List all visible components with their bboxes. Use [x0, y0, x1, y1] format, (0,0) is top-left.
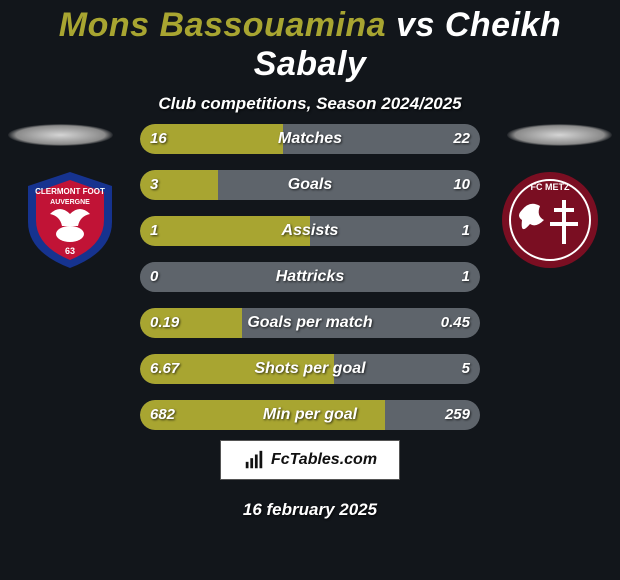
stat-label: Assists — [140, 216, 480, 246]
stat-value-right: 5 — [462, 354, 470, 384]
page-title: Mons Bassouamina vs Cheikh Sabaly — [0, 0, 620, 84]
stat-value-left: 6.67 — [150, 354, 179, 384]
stat-row: Matches16 22 — [140, 124, 480, 154]
stat-label: Shots per goal — [140, 354, 480, 384]
brand-logo[interactable]: FcTables.com — [220, 440, 400, 480]
stat-row: Assists1 1 — [140, 216, 480, 246]
player1-name: Mons Bassouamina — [59, 6, 386, 44]
stat-value-right: 1 — [462, 262, 470, 292]
stat-row: Goals per match0.19 0.45 — [140, 308, 480, 338]
footer-date: 16 february 2025 — [0, 500, 620, 520]
club-badge-left: CLERMONT FOOT AUVERGNE 63 — [20, 170, 120, 270]
stat-row: Goals3 10 — [140, 170, 480, 200]
stat-label: Goals per match — [140, 308, 480, 338]
stat-label: Hattricks — [140, 262, 480, 292]
stat-value-right: 259 — [445, 400, 470, 430]
svg-text:FC METZ: FC METZ — [531, 182, 570, 192]
svg-text:AUVERGNE: AUVERGNE — [50, 199, 90, 206]
stats-bars: Matches1622Goals310Assists11Hattricks01G… — [140, 124, 480, 446]
stat-value-right: 0.45 — [441, 308, 470, 338]
stat-value-right: 1 — [462, 216, 470, 246]
stat-value-left: 0.19 — [150, 308, 179, 338]
subtitle: Club competitions, Season 2024/2025 — [0, 94, 620, 114]
svg-text:63: 63 — [65, 246, 75, 256]
stat-label: Matches — [140, 124, 480, 154]
stat-value-right: 10 — [453, 170, 470, 200]
clermont-foot-icon: CLERMONT FOOT AUVERGNE 63 — [20, 170, 120, 270]
stat-label: Goals — [140, 170, 480, 200]
club-badge-right: FC METZ — [500, 170, 600, 270]
stat-value-right: 22 — [453, 124, 470, 154]
stat-value-left: 16 — [150, 124, 167, 154]
stat-label: Min per goal — [140, 400, 480, 430]
stat-row: Min per goal682 259 — [140, 400, 480, 430]
brand-text: FcTables.com — [271, 451, 377, 469]
stat-row: Hattricks0 1 — [140, 262, 480, 292]
badge-shadow-left — [8, 124, 113, 146]
stat-row: Shots per goal6.67 5 — [140, 354, 480, 384]
stat-value-left: 1 — [150, 216, 158, 246]
svg-text:CLERMONT FOOT: CLERMONT FOOT — [35, 187, 105, 196]
stat-value-left: 3 — [150, 170, 158, 200]
badge-shadow-right — [507, 124, 612, 146]
stat-value-left: 0 — [150, 262, 158, 292]
fc-metz-icon: FC METZ — [500, 170, 600, 270]
vs-text: vs — [396, 6, 435, 44]
stat-value-left: 682 — [150, 400, 175, 430]
chart-icon — [243, 449, 265, 471]
